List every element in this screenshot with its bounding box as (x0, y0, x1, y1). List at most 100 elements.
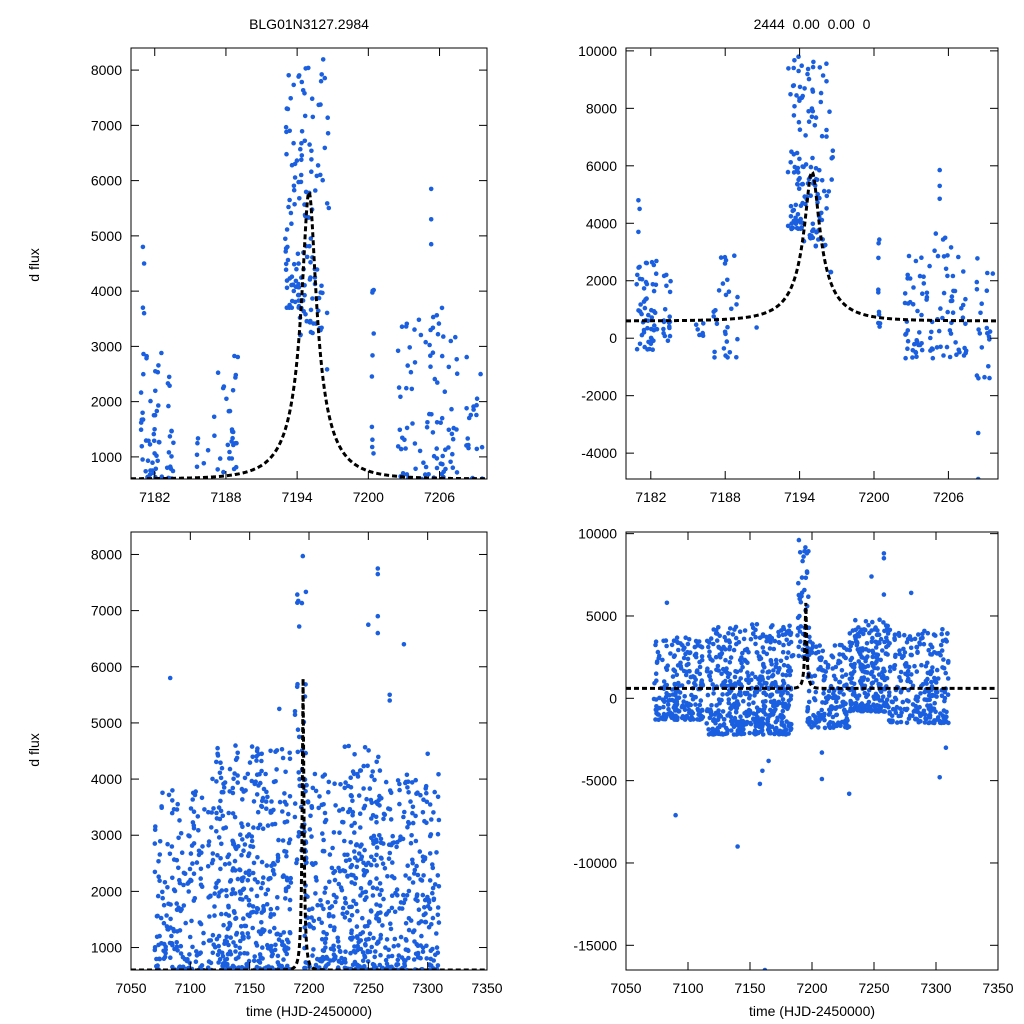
data-point (762, 704, 768, 709)
data-point (398, 446, 404, 452)
data-point (275, 858, 281, 864)
data-point (819, 210, 824, 216)
data-point (246, 897, 252, 903)
data-point (348, 775, 354, 780)
data-point (260, 945, 265, 950)
data-point (831, 725, 836, 730)
data-point (219, 950, 225, 956)
x-tick-label: 7350 (471, 980, 502, 996)
data-point (848, 698, 853, 704)
data-point (858, 664, 863, 670)
data-point (195, 814, 201, 819)
data-point (323, 936, 329, 941)
data-point (170, 788, 175, 793)
data-point (697, 671, 703, 677)
data-point (402, 961, 407, 967)
data-point (382, 812, 388, 817)
data-point (230, 811, 236, 816)
data-point (875, 666, 880, 671)
data-point (446, 427, 452, 433)
data-point (331, 830, 337, 835)
data-point (210, 857, 216, 863)
data-point (428, 364, 433, 370)
data-point (724, 730, 730, 736)
data-point (837, 642, 843, 648)
data-point (190, 797, 195, 802)
data-point (193, 959, 199, 964)
data-point (178, 951, 184, 956)
data-point (806, 688, 812, 694)
data-point (239, 821, 244, 826)
data-point (912, 708, 918, 713)
data-point (711, 641, 716, 647)
data-point (398, 394, 403, 400)
data-point (410, 804, 416, 810)
data-point (843, 701, 848, 706)
data-point (874, 678, 879, 683)
data-point (876, 255, 881, 261)
y-tick-label: 2000 (91, 883, 122, 899)
data-point (838, 723, 843, 728)
data-point (362, 847, 367, 853)
data-point (912, 663, 917, 669)
data-point (408, 369, 414, 375)
data-point (374, 863, 380, 868)
data-point (230, 963, 236, 969)
data-point (187, 952, 192, 957)
data-point (389, 905, 395, 911)
data-point (711, 314, 716, 319)
data-point (241, 875, 246, 880)
data-point (254, 964, 260, 970)
data-point (322, 940, 328, 945)
data-point (239, 786, 245, 792)
data-point (930, 665, 935, 670)
data-point (230, 435, 235, 441)
data-point (284, 151, 289, 157)
data-point (793, 202, 799, 208)
data-point (434, 456, 440, 461)
data-point (156, 363, 161, 368)
data-point (777, 665, 782, 671)
data-point (195, 436, 201, 441)
data-point (939, 631, 944, 637)
data-point (925, 630, 931, 636)
data-point (415, 898, 420, 904)
data-point (342, 915, 348, 920)
data-point-outlier (735, 844, 740, 849)
y-tick-label: 10000 (578, 526, 617, 542)
data-point (647, 340, 653, 346)
data-point (727, 678, 733, 684)
data-point (747, 696, 752, 701)
data-point (397, 427, 403, 433)
data-point (856, 633, 862, 639)
data-point (882, 709, 888, 714)
data-point (331, 958, 336, 963)
data-point (641, 330, 647, 335)
data-point (152, 451, 157, 456)
data-point (157, 878, 162, 883)
data-point (411, 957, 417, 962)
data-point (430, 890, 435, 896)
data-point-outlier (757, 781, 763, 787)
data-point (239, 852, 244, 858)
data-point (295, 592, 300, 597)
data-point (759, 718, 765, 723)
data-point (716, 714, 722, 719)
data-point (734, 355, 739, 360)
data-point (668, 651, 673, 656)
data-point (436, 920, 442, 925)
data-point (233, 743, 238, 748)
data-point (319, 903, 324, 908)
data-point (667, 333, 673, 339)
data-points-bottom-left (152, 553, 442, 970)
data-point (665, 338, 671, 344)
data-point (355, 947, 360, 953)
data-point-outlier (881, 592, 887, 597)
data-point-outlier (975, 430, 981, 436)
data-point (343, 780, 348, 785)
data-point (917, 330, 922, 335)
data-point (233, 464, 239, 470)
data-point (237, 945, 242, 951)
data-point (876, 290, 881, 295)
data-point (242, 923, 247, 929)
